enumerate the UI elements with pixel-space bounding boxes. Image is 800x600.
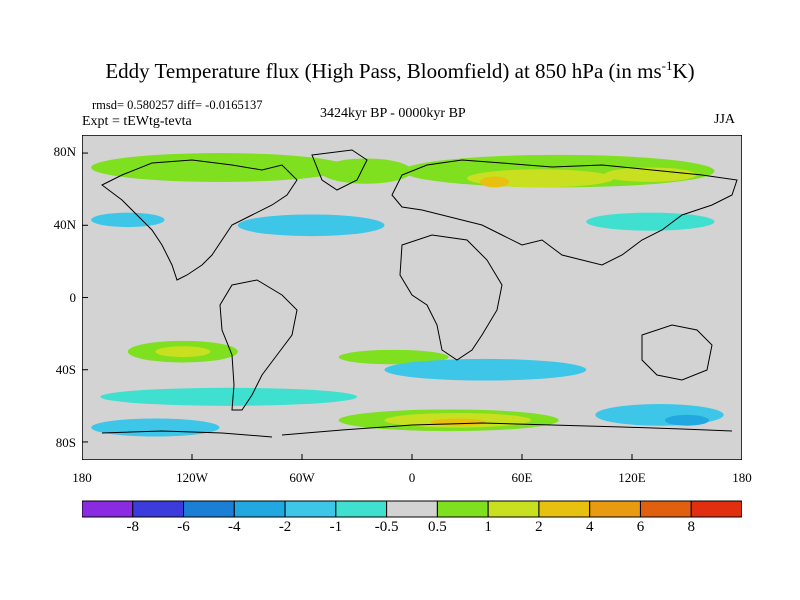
region-southern-ocean-negative-1 [384, 358, 587, 381]
coast-south-america [219, 279, 298, 411]
colorbar-label-8: 2 [535, 519, 543, 535]
colorbar-swatch-9 [538, 500, 591, 518]
season-label: JJA [714, 112, 736, 127]
colorbar-label-2: -4 [228, 519, 241, 535]
colorbar-label-4: -1 [329, 519, 343, 535]
colorbar-label-5: -0.5 [374, 519, 399, 535]
coast-africa [399, 234, 503, 361]
map-title: Eddy Temperature flux (High Pass, Bloomf… [105, 58, 695, 83]
colorbar-swatch-5 [335, 500, 388, 518]
coast-australia [641, 324, 713, 381]
coast-eurasia [391, 159, 738, 266]
region-arctic-north-america-positive [91, 153, 348, 182]
colorbar-label-11: 8 [687, 519, 695, 535]
region-antarctic-strong-negative [665, 414, 709, 426]
colorbar-label-6: 0.5 [428, 519, 447, 535]
colorbar-label-7: 1 [484, 519, 492, 535]
coast-antarctica [101, 422, 733, 438]
colorbar-swatch-10 [589, 500, 641, 518]
lon-label-60w: 60W [289, 470, 315, 485]
axis-ticks [82, 152, 742, 460]
lat-label-40n: 40N [53, 217, 76, 232]
lat-label-80s: 80S [55, 435, 76, 450]
region-eurasia-max [479, 176, 510, 188]
region-north-atlantic-negative [237, 214, 385, 237]
colorbar-label-3: -2 [278, 519, 292, 535]
colorbar-swatch-1 [132, 500, 185, 518]
colorbar-label-9: 4 [585, 519, 594, 535]
lon-label-0: 0 [408, 470, 416, 485]
region-south-pacific-core [155, 346, 211, 358]
colorbar-swatch-6 [386, 500, 438, 518]
colorbar-swatch-0 [82, 500, 134, 518]
colorbar-label-0: -8 [126, 519, 140, 535]
coast-north-america [101, 159, 298, 281]
colorbar-label-10: 6 [636, 519, 645, 535]
colorbar-label-1: -6 [177, 519, 190, 535]
lon-label-120w: 120W [176, 470, 208, 485]
colorbar-swatch-8 [487, 500, 540, 518]
stats-label: rmsd= 0.580257 diff= -0.0165137 [92, 98, 263, 112]
colorbar-swatch-11 [639, 500, 692, 518]
anomaly-regions [91, 153, 724, 437]
coastlines [101, 149, 738, 438]
region-eastern-siberia-core [604, 167, 697, 182]
colorbar-swatch-7 [436, 500, 489, 518]
experiment-label: Expt = tEWtg-tevta [82, 114, 192, 129]
colorbar-swatch-3 [233, 500, 286, 518]
lat-label-80n: 80N [53, 144, 76, 159]
lon-label-180w: 180 [72, 470, 92, 485]
lat-label-40s: 40S [55, 362, 76, 377]
lat-label-0: 0 [69, 290, 77, 305]
colorbar [82, 500, 742, 518]
region-arctic-north-atlantic-positive [320, 158, 412, 184]
colorbar-swatch-4 [284, 500, 337, 518]
region-south-atlantic-positive [338, 349, 449, 365]
map-plot [82, 135, 742, 460]
colorbar-swatch-12 [690, 500, 742, 518]
period-label: 3424kyr BP - 0000kyr BP [320, 106, 466, 121]
region-antarctic-negative-west [91, 418, 220, 437]
coast-greenland [311, 149, 368, 191]
region-east-asia-negative [586, 212, 715, 231]
region-north-pacific-negative [91, 212, 165, 228]
colorbar-swatch-2 [183, 500, 235, 518]
lon-label-120e: 120E [618, 470, 646, 485]
lon-label-60e: 60E [511, 470, 533, 485]
lon-label-180e: 180 [732, 470, 752, 485]
region-southern-ocean-negative-2 [100, 387, 357, 406]
